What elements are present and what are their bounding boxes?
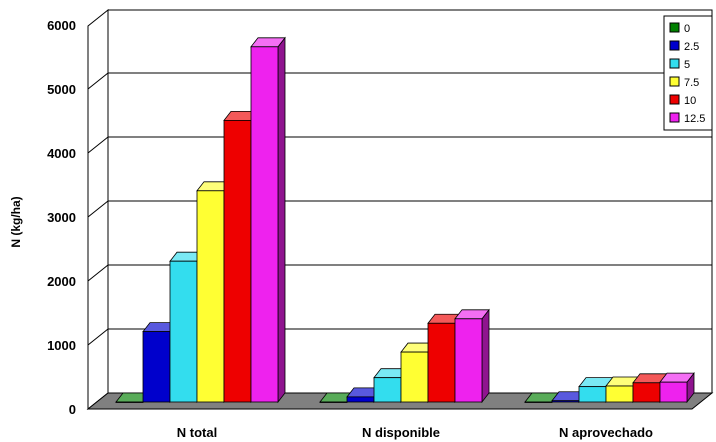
bar [196, 190, 225, 403]
legend-box [663, 15, 713, 131]
gridline-side [87, 200, 109, 218]
bar [578, 386, 607, 403]
y-tick-label: 4000 [47, 146, 76, 161]
bar [250, 46, 279, 403]
bar [632, 382, 661, 403]
bar [115, 401, 144, 403]
legend-swatch [669, 112, 680, 123]
bar [454, 318, 483, 403]
bar [142, 331, 171, 403]
bar [223, 120, 252, 403]
legend-label: 0 [684, 23, 690, 35]
bar-side [277, 36, 286, 404]
gridline-side [87, 328, 109, 346]
legend-label: 5 [684, 59, 690, 71]
x-category-label: N aprovechado [559, 425, 653, 440]
bar [427, 322, 456, 403]
legend-label: 2.5 [684, 41, 699, 53]
bar [524, 401, 553, 403]
bar [400, 351, 429, 403]
y-tick-label: 6000 [47, 18, 76, 33]
x-category-label: N total [177, 425, 217, 440]
bar [319, 401, 348, 403]
bar [551, 400, 580, 403]
bar-side [481, 308, 490, 404]
y-tick-label: 1000 [47, 338, 76, 353]
gridline-side [87, 136, 109, 154]
bar [605, 385, 634, 403]
legend-swatch [669, 76, 680, 87]
bar [346, 396, 375, 403]
y-tick-label: 0 [69, 402, 76, 417]
bar [373, 377, 402, 403]
bar [169, 260, 198, 403]
legend-label: 7.5 [684, 77, 699, 89]
legend-label: 10 [684, 95, 696, 107]
y-tick-label: 5000 [47, 82, 76, 97]
x-category-label: N disponible [362, 425, 440, 440]
legend-swatch [669, 58, 680, 69]
y-tick-label: 2000 [47, 274, 76, 289]
gridline-side [87, 264, 109, 282]
legend-swatch [669, 22, 680, 33]
bar [659, 381, 688, 403]
y-tick-label: 3000 [47, 210, 76, 225]
legend-swatch [669, 94, 680, 105]
y-axis-title: N (kg/ha) [9, 196, 23, 247]
gridline-side [87, 72, 109, 90]
legend-swatch [669, 40, 680, 51]
legend-label: 12.5 [684, 113, 705, 125]
